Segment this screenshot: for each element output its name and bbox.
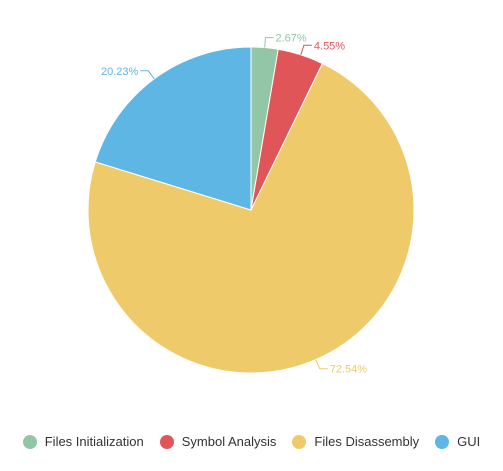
leader-line-files-initialization bbox=[264, 37, 274, 48]
legend-swatch-symbol-analysis bbox=[159, 434, 174, 449]
legend-label: Symbol Analysis bbox=[181, 434, 277, 449]
legend-label: Files Initialization bbox=[44, 434, 144, 449]
pie-slice-files-disassembly[interactable] bbox=[87, 62, 415, 374]
data-label-files-initialization: 2.67% bbox=[275, 33, 306, 45]
legend-item-files-disassembly[interactable]: Files Disassembly bbox=[292, 434, 419, 449]
pie-chart-svg: 2.67% 4.55% 72.54% 20.23% bbox=[87, 33, 415, 376]
chart-legend: Files Initialization Symbol Analysis Fil… bbox=[0, 434, 503, 449]
legend-item-symbol-analysis[interactable]: Symbol Analysis bbox=[159, 434, 277, 449]
legend-label: Files Disassembly bbox=[314, 434, 420, 449]
leader-line-gui bbox=[140, 70, 155, 80]
legend-item-gui[interactable]: GUI bbox=[435, 434, 480, 449]
data-label-gui: 20.23% bbox=[101, 66, 139, 78]
legend-swatch-files-initialization bbox=[22, 434, 37, 449]
data-label-files-disassembly: 72.54% bbox=[330, 364, 368, 376]
legend-label: GUI bbox=[457, 434, 481, 449]
legend-item-files-initialization[interactable]: Files Initialization bbox=[22, 434, 144, 449]
leader-line-files-disassembly bbox=[315, 359, 328, 370]
legend-swatch-gui bbox=[435, 434, 450, 449]
legend-swatch-files-disassembly bbox=[292, 434, 307, 449]
leader-line-symbol-analysis bbox=[300, 44, 312, 55]
data-label-symbol-analysis: 4.55% bbox=[314, 40, 345, 52]
